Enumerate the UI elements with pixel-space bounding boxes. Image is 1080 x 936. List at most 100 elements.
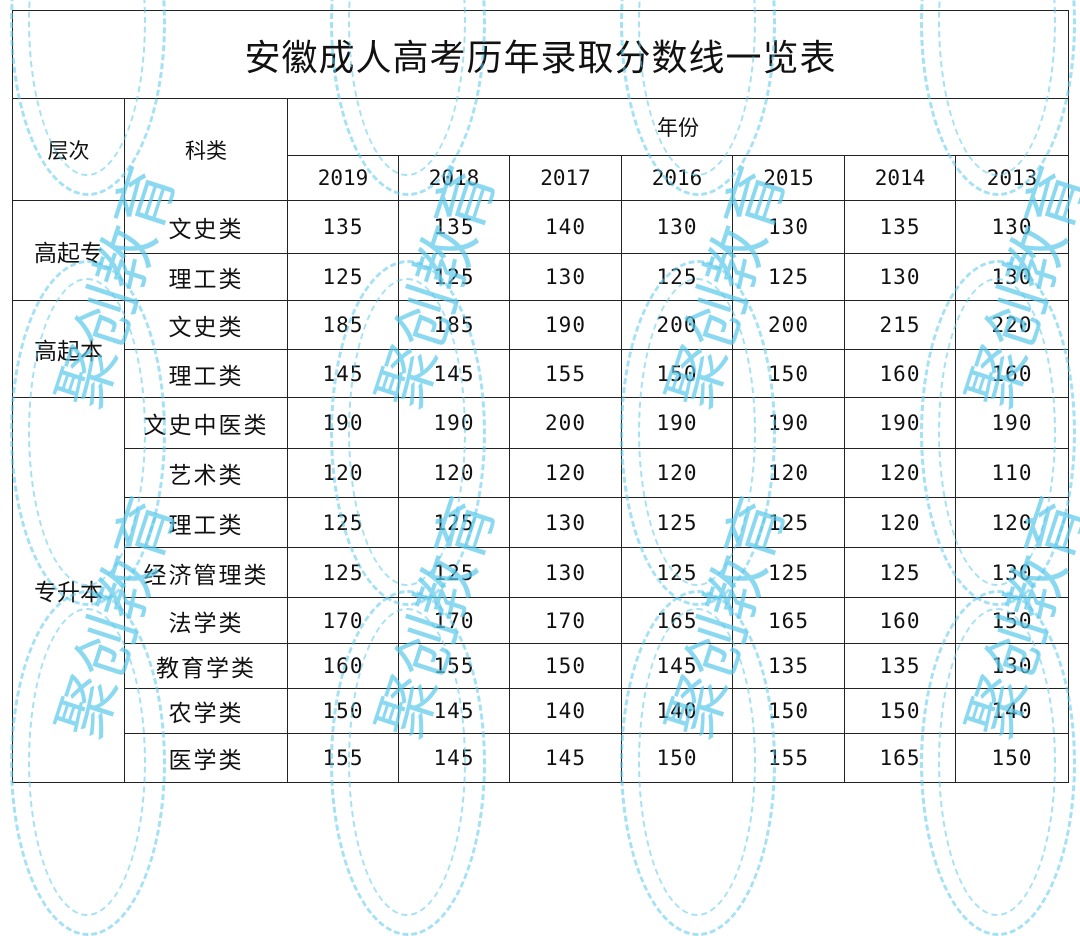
table-row: 艺术类 120 120 120 120 120 120 110 bbox=[13, 448, 1069, 498]
category-cell: 法学类 bbox=[124, 597, 288, 644]
score-cell: 145 bbox=[287, 349, 399, 398]
category-cell: 经济管理类 bbox=[124, 547, 288, 598]
table-row: 法学类 170 170 170 165 165 160 150 bbox=[13, 597, 1069, 644]
header-category: 科类 bbox=[124, 98, 288, 201]
score-cell: 110 bbox=[955, 448, 1069, 498]
score-cell: 160 bbox=[844, 597, 956, 644]
score-cell: 135 bbox=[844, 643, 956, 689]
score-cell: 130 bbox=[509, 253, 622, 301]
score-cell: 165 bbox=[621, 597, 733, 644]
score-cell: 200 bbox=[732, 300, 845, 350]
header-level: 层次 bbox=[12, 98, 125, 201]
score-cell: 150 bbox=[621, 349, 733, 398]
score-cell: 125 bbox=[732, 547, 845, 598]
score-cell: 215 bbox=[844, 300, 956, 350]
header-year: 2017 bbox=[509, 155, 622, 201]
score-cell: 125 bbox=[398, 497, 510, 548]
score-cell: 150 bbox=[955, 733, 1069, 783]
category-cell: 农学类 bbox=[124, 688, 288, 734]
score-table: 安徽成人高考历年录取分数线一览表 层次 科类 年份 2019 2018 2017 20… bbox=[12, 10, 1069, 783]
header-year: 2019 bbox=[287, 155, 399, 201]
score-cell: 135 bbox=[398, 200, 510, 254]
score-cell: 135 bbox=[287, 200, 399, 254]
table-row: 农学类 150 145 140 140 150 150 140 bbox=[13, 688, 1069, 734]
score-cell: 130 bbox=[955, 547, 1069, 598]
score-cell: 170 bbox=[509, 597, 622, 644]
score-cell: 160 bbox=[955, 349, 1069, 398]
score-cell: 125 bbox=[621, 497, 733, 548]
score-cell: 200 bbox=[621, 300, 733, 350]
score-cell: 190 bbox=[287, 397, 399, 449]
score-cell: 140 bbox=[621, 688, 733, 734]
score-cell: 150 bbox=[955, 597, 1069, 644]
score-cell: 120 bbox=[844, 497, 956, 548]
score-cell: 130 bbox=[509, 497, 622, 548]
category-cell: 教育学类 bbox=[124, 643, 288, 689]
table-row: 高起本 文史类 185 185 190 200 200 215 220 bbox=[12, 300, 1069, 398]
score-cell: 165 bbox=[732, 597, 845, 644]
score-cell: 190 bbox=[844, 397, 956, 449]
score-cell: 170 bbox=[287, 597, 399, 644]
header-year: 2013 bbox=[955, 155, 1069, 201]
score-cell: 160 bbox=[287, 643, 399, 689]
score-cell: 150 bbox=[621, 733, 733, 783]
score-cell: 150 bbox=[509, 643, 622, 689]
score-cell: 125 bbox=[844, 547, 956, 598]
score-cell: 125 bbox=[287, 547, 399, 598]
score-cell: 190 bbox=[398, 397, 510, 449]
score-cell: 120 bbox=[287, 448, 399, 498]
score-cell: 140 bbox=[509, 688, 622, 734]
score-cell: 125 bbox=[287, 253, 399, 301]
table-row: 理工类 145 145 155 150 150 160 160 bbox=[13, 349, 1069, 398]
score-cell: 130 bbox=[509, 547, 622, 598]
score-cell: 190 bbox=[509, 300, 622, 350]
score-cell: 145 bbox=[621, 643, 733, 689]
score-cell: 165 bbox=[844, 733, 956, 783]
score-cell: 135 bbox=[732, 643, 845, 689]
score-cell: 125 bbox=[732, 497, 845, 548]
score-cell: 125 bbox=[621, 253, 733, 301]
table-row: 专升本 文史中医类 190 190 200 190 190 190 190 bbox=[12, 397, 1069, 783]
score-cell: 220 bbox=[955, 300, 1069, 350]
header-year: 2018 bbox=[398, 155, 510, 201]
table-row: 高起专 文史类 135 135 140 130 130 135 130 bbox=[12, 200, 1069, 301]
category-cell: 文史类 bbox=[124, 200, 288, 254]
score-cell: 145 bbox=[398, 688, 510, 734]
score-cell: 185 bbox=[398, 300, 510, 350]
score-cell: 155 bbox=[287, 733, 399, 783]
score-cell: 155 bbox=[398, 643, 510, 689]
score-cell: 130 bbox=[955, 200, 1069, 254]
score-cell: 135 bbox=[844, 200, 956, 254]
score-cell: 140 bbox=[509, 200, 622, 254]
level-cell: 高起本 bbox=[12, 300, 125, 398]
score-cell: 185 bbox=[287, 300, 399, 350]
category-cell: 文史中医类 bbox=[124, 397, 288, 449]
score-cell: 125 bbox=[398, 253, 510, 301]
score-cell: 130 bbox=[844, 253, 956, 301]
score-cell: 130 bbox=[955, 253, 1069, 301]
score-cell: 120 bbox=[844, 448, 956, 498]
score-cell: 150 bbox=[844, 688, 956, 734]
score-cell: 120 bbox=[398, 448, 510, 498]
score-cell: 125 bbox=[398, 547, 510, 598]
score-cell: 160 bbox=[844, 349, 956, 398]
score-cell: 140 bbox=[955, 688, 1069, 734]
score-cell: 145 bbox=[398, 349, 510, 398]
score-cell: 120 bbox=[732, 448, 845, 498]
category-cell: 艺术类 bbox=[124, 448, 288, 498]
score-cell: 170 bbox=[398, 597, 510, 644]
score-cell: 130 bbox=[955, 643, 1069, 689]
table-title: 安徽成人高考历年录取分数线一览表 bbox=[12, 10, 1069, 99]
score-cell: 190 bbox=[955, 397, 1069, 449]
score-cell: 145 bbox=[509, 733, 622, 783]
score-cell: 200 bbox=[509, 397, 622, 449]
level-cell: 高起专 bbox=[12, 200, 125, 301]
score-cell: 125 bbox=[621, 547, 733, 598]
score-cell: 125 bbox=[732, 253, 845, 301]
score-cell: 190 bbox=[621, 397, 733, 449]
header-year: 2015 bbox=[732, 155, 845, 201]
table-row: 理工类 125 125 130 125 125 120 120 bbox=[13, 497, 1069, 548]
score-cell: 150 bbox=[732, 349, 845, 398]
score-cell: 120 bbox=[955, 497, 1069, 548]
score-cell: 155 bbox=[509, 349, 622, 398]
